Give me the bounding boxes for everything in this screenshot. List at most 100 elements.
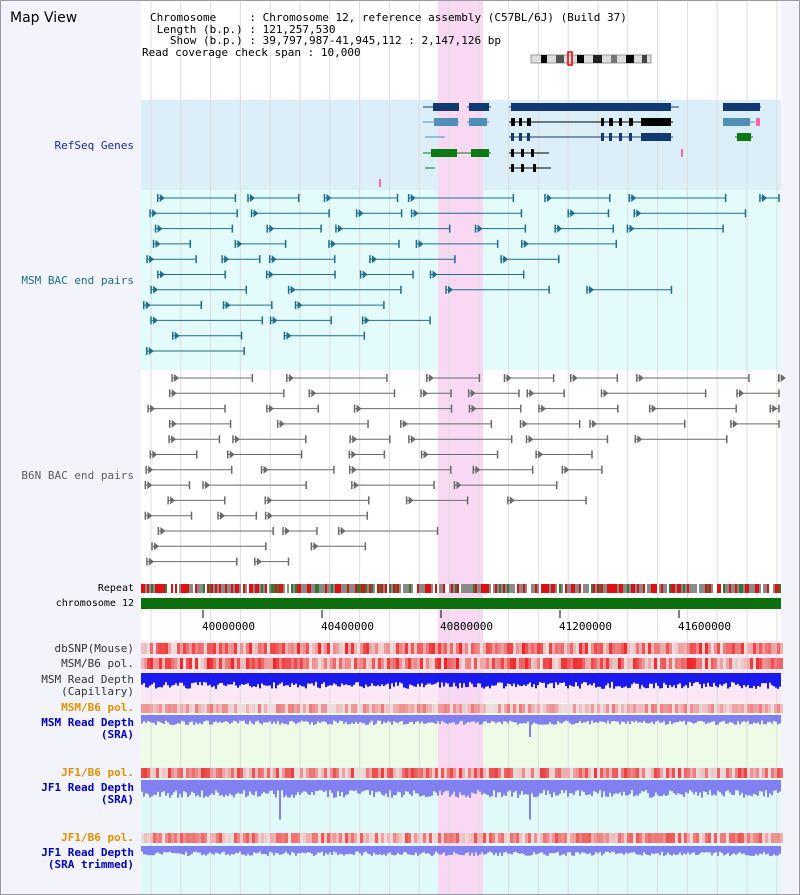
polymorphism-cell [201,704,204,713]
b6n-bac-pair-arrow [256,557,262,566]
polymorphism-cell [159,704,162,713]
repeat-segment [375,584,377,593]
polymorphism-cell [711,658,714,669]
read-depth-bar [769,715,771,722]
read-depth-bar [315,715,317,724]
polymorphism-cell [141,833,144,843]
track-label-b6n-bac[interactable]: B6N BAC end pairs [21,469,134,482]
polymorphism-cell [648,704,651,713]
polymorphism-cell [543,643,546,654]
msm-bac-pair-arrow [159,270,165,279]
read-depth-bar [159,846,161,854]
read-depth-bar [765,673,767,684]
polymorphism-cell [255,833,258,843]
read-depth-bar [177,780,179,798]
track-label-msm-bac[interactable]: MSM BAC end pairs [21,274,134,287]
read-depth-bar [751,715,753,725]
polymorphism-cell [333,833,336,843]
polymorphism-cell [642,833,645,843]
read-depth-bar [181,673,183,683]
polymorphism-cell [525,658,528,669]
polymorphism-cell [540,704,543,713]
read-depth-bar [171,715,173,725]
polymorphism-cell [453,658,456,669]
polymorphism-cell [348,704,351,713]
read-depth-bar [245,780,247,798]
polymorphism-cell [267,704,270,713]
read-depth-bar [779,715,781,724]
polymorphism-cell [732,704,735,713]
read-depth-bar [293,846,295,853]
read-depth-bar [723,673,725,684]
repeat-segment [199,584,201,593]
read-depth-bar [385,673,387,685]
polymorphism-cell [657,768,660,778]
polymorphism-cell [693,768,696,778]
repeat-segment [419,584,421,593]
read-depth-bar [695,780,697,792]
polymorphism-cell [597,643,600,654]
read-depth-bar [265,780,267,794]
polymorphism-cell [429,768,432,778]
read-depth-bar [219,715,221,722]
read-depth-bar [545,715,547,725]
read-depth-bar [771,780,773,796]
read-depth-bar [193,673,195,683]
repeat-segment [297,584,299,593]
polymorphism-cell [171,768,174,778]
polymorphism-cell [501,643,504,654]
ideogram-band [611,55,617,63]
polymorphism-cell [390,768,393,778]
repeat-segment [713,584,715,593]
read-depth-bar [335,673,337,685]
polymorphism-cell [279,643,282,654]
polymorphism-cell [417,704,420,713]
read-depth-bar [313,780,315,795]
track-label-refseq[interactable]: RefSeq Genes [54,139,134,152]
polymorphism-cell [174,658,177,669]
repeat-segment [473,584,475,593]
polymorphism-cell [696,704,699,713]
polymorphism-cell [171,643,174,654]
read-depth-bar [517,846,519,853]
read-depth-bar [673,715,675,723]
read-depth-bar [243,846,245,855]
read-depth-bar [613,715,615,721]
msm-bac-pair-arrow [523,239,529,248]
read-depth-bar [399,780,401,793]
read-depth-bar [343,780,345,798]
read-depth-bar [735,673,737,685]
read-depth-bar [175,715,177,725]
polymorphism-cell [591,768,594,778]
read-depth-bar [525,715,527,724]
read-depth-bar [313,846,315,856]
repeat-segment [309,584,311,593]
read-depth-bar [429,715,431,723]
read-depth-bar [555,715,557,725]
polymorphism-cell [324,768,327,778]
read-depth-bar [191,780,193,792]
repeat-segment [717,584,719,593]
polymorphism-cell [162,704,165,713]
read-depth-bar [185,673,187,689]
read-depth-bar [301,673,303,687]
polymorphism-cell [510,658,513,669]
polymorphism-cell [324,658,327,669]
read-depth-bar [189,715,191,723]
read-depth-bar [525,673,527,686]
read-depth-bar [729,673,731,687]
polymorphism-cell [486,658,489,669]
read-depth-bar [253,715,255,725]
read-depth-bar [319,780,321,790]
polymorphism-cell [591,704,594,713]
read-depth-bar [391,673,393,684]
read-depth-bar [395,846,397,855]
polymorphism-cell [594,704,597,713]
read-depth-bar [523,715,525,724]
read-depth-bar [183,673,185,686]
polymorphism-cell [588,833,591,843]
polymorphism-cell [177,833,180,843]
polymorphism-cell [234,704,237,713]
polymorphism-cell [627,768,630,778]
